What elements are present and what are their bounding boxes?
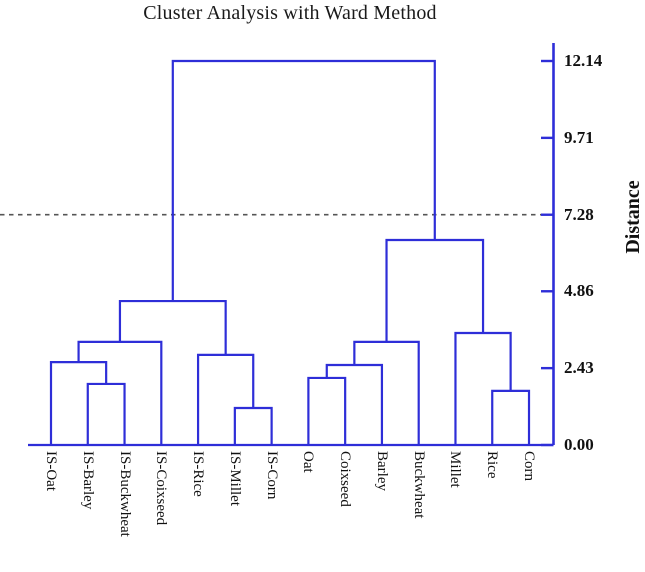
dendrogram-lines [28,59,554,447]
leaf-label-millet: Millet [447,451,464,488]
cluster-link-m9 [353,340,420,445]
leaf-label-buckwheat: Buckwheat [410,451,427,519]
y-tick-label-2.43: 2.43 [564,358,594,378]
leaf-label-is-barley: IS-Barley [79,451,96,510]
y-axis-title: Distance [622,180,644,254]
cluster-link-m2 [49,361,108,445]
y-tick-label-12.14: 12.14 [564,51,603,70]
cluster-link-m4 [233,406,273,445]
chart-title: Cluster Analysis with Ward Method [143,2,437,24]
cluster-link-m3 [77,340,163,445]
y-tick-label-4.86: 4.86 [564,281,594,301]
leaf-label-is-millet: IS-Millet [226,451,243,506]
cluster-link-m7 [307,376,347,445]
leaf-label-is-oat: IS-Oat [43,451,59,491]
cluster-link-m8 [325,363,384,445]
y-tick-label-9.71: 9.71 [564,127,594,147]
leaf-label-coixseed: Coixseed [337,451,354,507]
cluster-link-m10 [491,389,531,445]
cluster-link-m12 [385,238,485,342]
leaf-label-corn: Corn [521,451,537,481]
cluster-link-m6 [118,299,227,355]
y-tick-label-0.00: 0.00 [564,435,594,454]
y-tick-label-7.28: 7.28 [564,204,594,224]
cluster-link-m13 [171,59,436,302]
leaf-label-is-rice: IS-Rice [190,451,207,497]
cluster-link-m1 [86,382,126,445]
leaf-label-rice: Rice [484,451,501,479]
leaf-label-is-corn: IS-Corn [263,451,280,500]
leaf-label-is-buckwheat: IS-Buckwheat [116,451,133,537]
cluster-link-m5 [196,353,255,445]
cluster-link-m11 [454,331,512,445]
leaf-label-oat: Oat [300,451,317,473]
distance-axis [541,43,555,447]
leaf-label-barley: Barley [373,451,390,491]
leaf-label-is-coixseed: IS-Coixseed [153,451,170,526]
